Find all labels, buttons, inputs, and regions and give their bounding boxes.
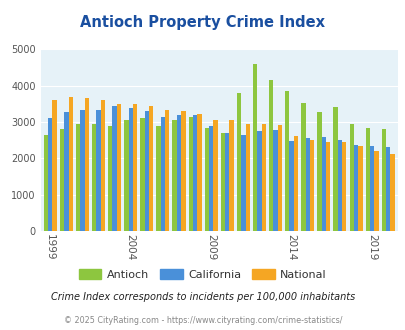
Bar (213, 120, 217, 231)
Bar (321, 137, 325, 231)
Bar (165, 110, 169, 231)
Bar (108, 126, 112, 231)
Bar (317, 112, 321, 231)
Bar (385, 147, 390, 231)
Bar (197, 114, 201, 231)
Text: © 2025 CityRating.com - https://www.cityrating.com/crime-statistics/: © 2025 CityRating.com - https://www.city… (64, 315, 341, 325)
Bar (76, 124, 80, 231)
Bar (112, 106, 117, 231)
Bar (92, 124, 96, 231)
Bar (209, 126, 213, 231)
Bar (229, 120, 233, 231)
Bar (353, 145, 357, 231)
Bar (68, 97, 72, 231)
Bar (188, 116, 192, 231)
Bar (365, 128, 369, 231)
Bar (277, 125, 281, 231)
Bar (293, 136, 297, 231)
Bar (100, 100, 105, 231)
Bar (257, 131, 261, 231)
Bar (96, 110, 100, 231)
Bar (124, 120, 128, 231)
Bar (140, 118, 144, 231)
Bar (252, 64, 257, 231)
Bar (337, 140, 341, 231)
Bar (220, 133, 224, 231)
Bar (204, 127, 209, 231)
Bar (224, 133, 229, 231)
Bar (269, 80, 273, 231)
Bar (241, 135, 245, 231)
Bar (341, 142, 345, 231)
Bar (192, 115, 197, 231)
Bar (172, 120, 177, 231)
Bar (80, 110, 84, 231)
Bar (305, 138, 309, 231)
Bar (64, 112, 68, 231)
Bar (369, 146, 373, 231)
Bar (117, 104, 121, 231)
Bar (144, 111, 149, 231)
Text: Crime Index corresponds to incidents per 100,000 inhabitants: Crime Index corresponds to incidents per… (51, 292, 354, 302)
Bar (373, 151, 378, 231)
Bar (390, 154, 394, 231)
Legend: Antioch, California, National: Antioch, California, National (75, 265, 330, 284)
Bar (132, 104, 137, 231)
Bar (52, 100, 57, 231)
Bar (381, 129, 385, 231)
Bar (301, 103, 305, 231)
Bar (181, 111, 185, 231)
Bar (284, 91, 289, 231)
Bar (261, 124, 265, 231)
Bar (289, 141, 293, 231)
Bar (357, 147, 362, 231)
Text: Antioch Property Crime Index: Antioch Property Crime Index (80, 15, 325, 30)
Bar (44, 135, 48, 231)
Bar (236, 93, 241, 231)
Bar (309, 140, 313, 231)
Bar (149, 107, 153, 231)
Bar (160, 117, 165, 231)
Bar (128, 108, 132, 231)
Bar (177, 115, 181, 231)
Bar (245, 124, 249, 231)
Bar (156, 126, 160, 231)
Bar (60, 129, 64, 231)
Bar (48, 118, 52, 231)
Bar (349, 123, 353, 231)
Bar (325, 142, 330, 231)
Bar (333, 107, 337, 231)
Bar (84, 98, 89, 231)
Bar (273, 130, 277, 231)
